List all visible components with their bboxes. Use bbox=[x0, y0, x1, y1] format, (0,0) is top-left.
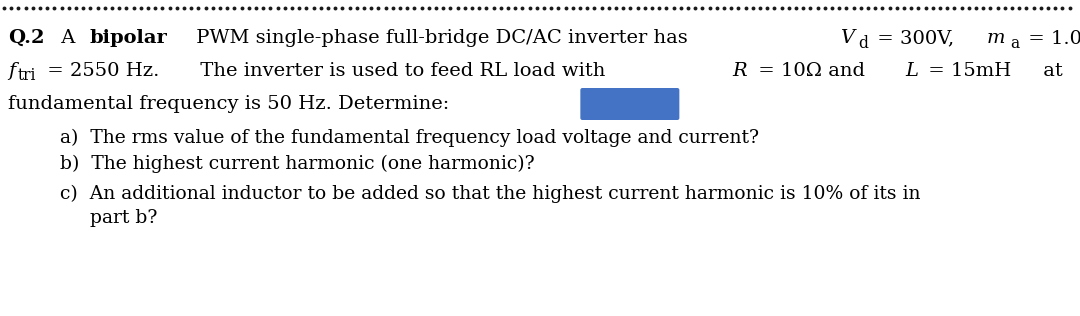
Text: R: R bbox=[732, 62, 747, 80]
Text: f: f bbox=[8, 62, 15, 80]
Text: A: A bbox=[55, 29, 82, 47]
Text: d: d bbox=[859, 34, 868, 52]
Text: L: L bbox=[905, 62, 918, 80]
Text: fundamental frequency is 50 Hz. Determine:: fundamental frequency is 50 Hz. Determin… bbox=[8, 95, 449, 113]
Text: = 300V,: = 300V, bbox=[872, 29, 960, 47]
FancyBboxPatch shape bbox=[580, 88, 679, 120]
Text: part b?: part b? bbox=[60, 209, 158, 227]
Text: tri: tri bbox=[17, 68, 36, 84]
Text: V: V bbox=[840, 29, 854, 47]
Text: m: m bbox=[986, 29, 1005, 47]
Text: a)  The rms value of the fundamental frequency load voltage and current?: a) The rms value of the fundamental freq… bbox=[60, 129, 759, 147]
Text: at: at bbox=[1038, 62, 1063, 80]
Text: bipolar: bipolar bbox=[90, 29, 167, 47]
Text: b)  The highest current harmonic (one harmonic)?: b) The highest current harmonic (one har… bbox=[60, 155, 535, 173]
Text: a: a bbox=[1011, 34, 1020, 52]
Text: = 15mH: = 15mH bbox=[922, 62, 1012, 80]
Text: Q.2: Q.2 bbox=[8, 29, 44, 47]
Text: = 1.0, and: = 1.0, and bbox=[1022, 29, 1080, 47]
Text: PWM single-phase full-bridge DC/AC inverter has: PWM single-phase full-bridge DC/AC inver… bbox=[190, 29, 694, 47]
Text: The inverter is used to feed RL load with: The inverter is used to feed RL load wit… bbox=[193, 62, 611, 80]
Text: c)  An additional inductor to be added so that the highest current harmonic is 1: c) An additional inductor to be added so… bbox=[60, 185, 920, 203]
Text: = 2550 Hz.: = 2550 Hz. bbox=[41, 62, 160, 80]
Text: = 10Ω and: = 10Ω and bbox=[752, 62, 870, 80]
